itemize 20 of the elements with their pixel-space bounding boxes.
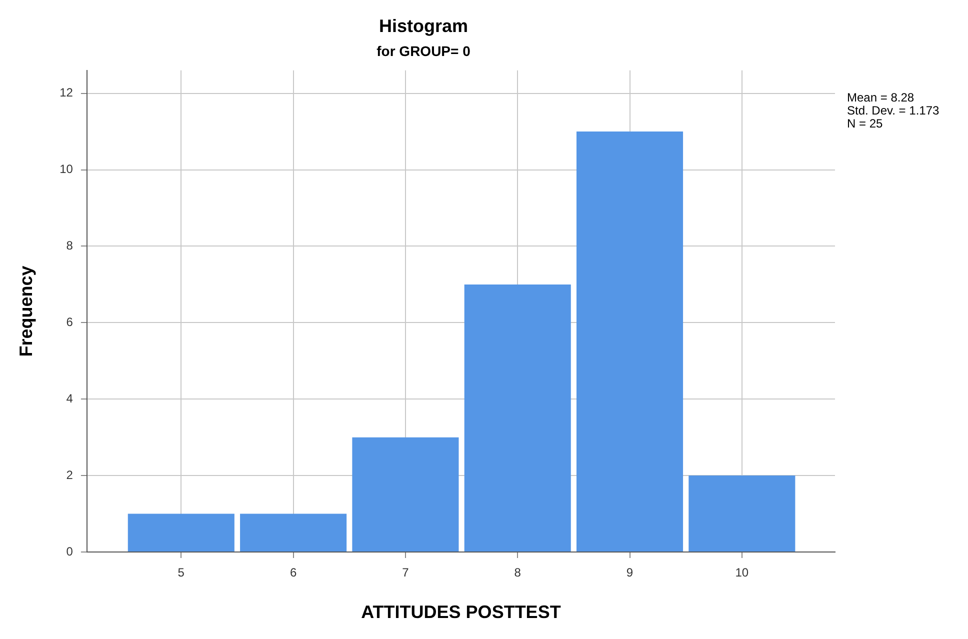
x-tick-label: 9 xyxy=(626,566,634,580)
x-axis-title: ATTITUDES POSTTEST xyxy=(361,602,561,622)
x-tick-label: 8 xyxy=(514,566,522,580)
y-tick-label: 12 xyxy=(60,86,74,100)
y-tick-label: 4 xyxy=(66,391,74,406)
x-tick-label: 7 xyxy=(402,566,410,580)
text: N = 25 xyxy=(847,116,884,131)
text: Std. Dev. = 1.173 xyxy=(847,104,940,118)
x-tick-label: 10 xyxy=(735,566,749,580)
y-tick-label: 2 xyxy=(66,468,74,482)
chart-title: Histogram xyxy=(378,16,468,36)
y-tick-label: 10 xyxy=(60,162,74,176)
y-tick-label: 0 xyxy=(66,544,74,558)
y-axis-title: Frequency xyxy=(16,266,36,357)
chart-subtitle: for GROUP= 0 xyxy=(376,42,471,59)
x-tick-label: 6 xyxy=(290,566,297,580)
y-tick-label: 8 xyxy=(66,238,74,253)
x-tick-label: 5 xyxy=(178,566,185,580)
y-tick-label: 6 xyxy=(66,314,74,329)
text: Mean = 8.28 xyxy=(847,90,914,105)
